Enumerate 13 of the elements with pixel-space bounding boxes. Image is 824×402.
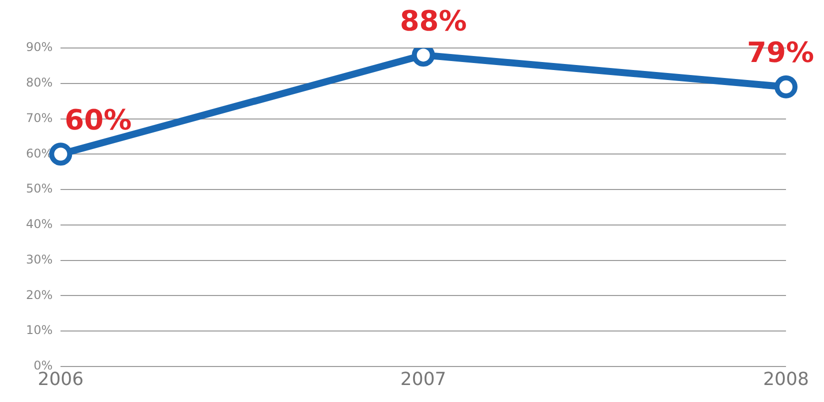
x-tick-label: 2007 xyxy=(400,368,446,390)
y-tick-label: 20% xyxy=(26,288,53,302)
y-tick-label: 80% xyxy=(26,76,53,90)
y-tick-label: 70% xyxy=(26,110,53,125)
y-tick-label: 40% xyxy=(26,217,53,232)
y-tick-label: 90% xyxy=(26,40,53,54)
y-tick-label: 30% xyxy=(26,252,53,266)
y-tick-label: 10% xyxy=(26,323,53,338)
x-tick-label: 2008 xyxy=(763,368,809,390)
data-label: 88% xyxy=(400,4,467,38)
data-label: 79% xyxy=(746,36,814,70)
y-tick-label: 50% xyxy=(26,182,53,196)
data-label: 60% xyxy=(64,103,132,136)
